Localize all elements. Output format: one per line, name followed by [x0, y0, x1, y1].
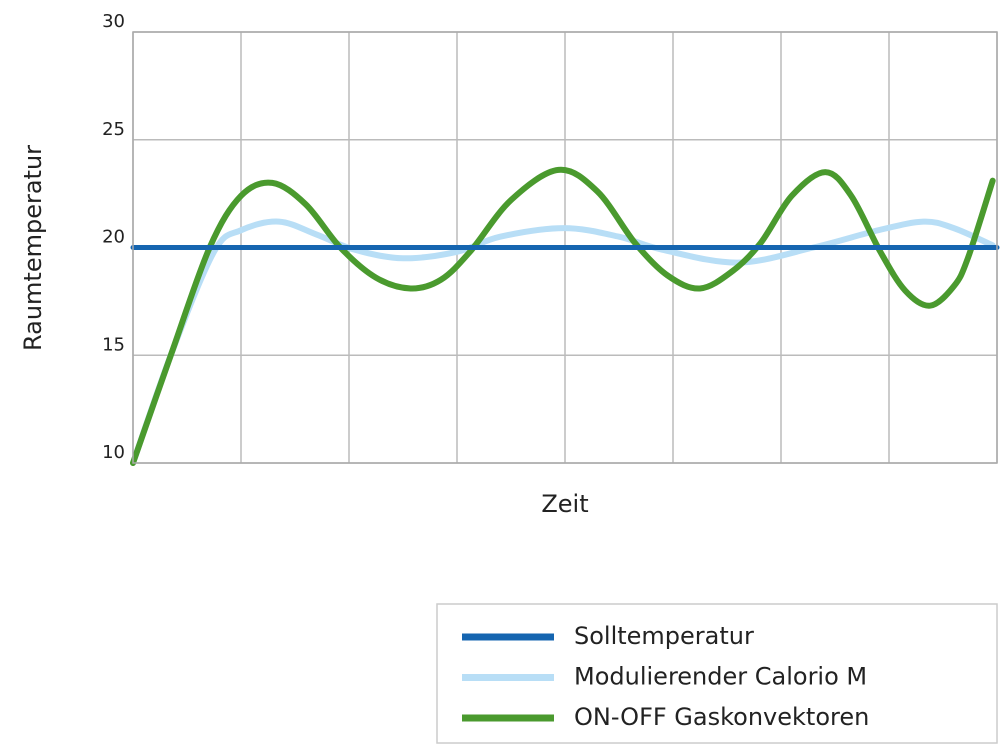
y-tick-label: 25 — [102, 119, 125, 140]
legend-label: Solltemperatur — [574, 622, 754, 650]
y-tick-label: 20 — [102, 227, 125, 248]
legend-label: Modulierender Calorio M — [574, 663, 867, 691]
legend-label: ON-OFF Gaskonvektoren — [574, 703, 869, 731]
y-tick-label: 30 — [102, 11, 125, 32]
y-tick-label: 15 — [102, 334, 125, 355]
x-axis-label: Zeit — [541, 490, 588, 518]
y-axis-label: Raumtemperatur — [19, 145, 47, 351]
lines — [130, 166, 1000, 466]
plot-frame — [132, 31, 998, 464]
y-tick-label: 10 — [102, 442, 125, 463]
series-line — [130, 166, 996, 466]
series-line — [130, 218, 996, 466]
